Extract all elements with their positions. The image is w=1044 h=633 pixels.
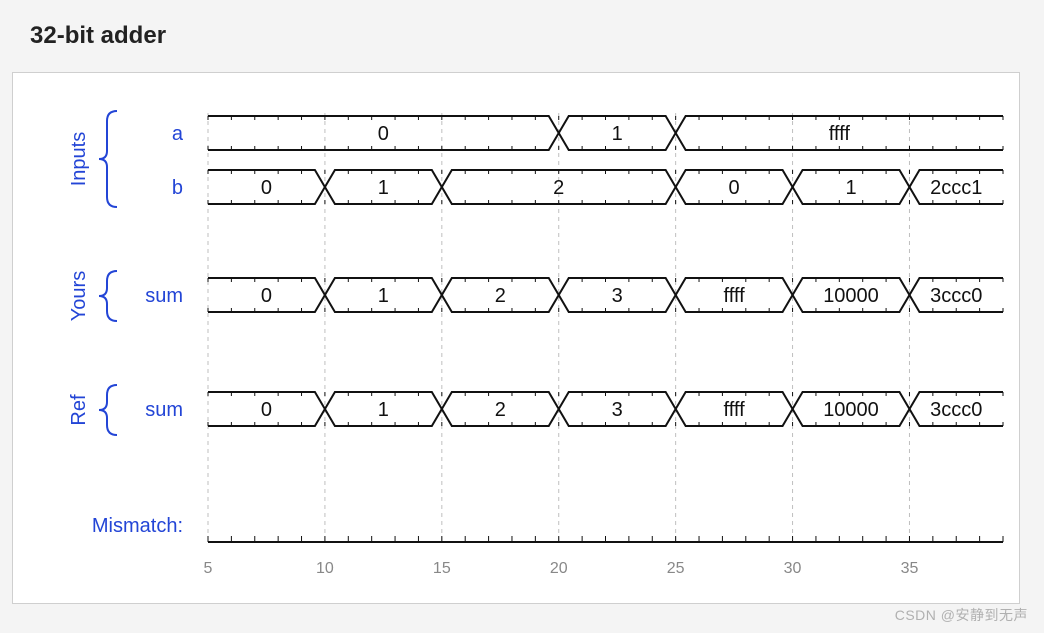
svg-text:15: 15 — [433, 560, 451, 577]
svg-text:25: 25 — [667, 560, 685, 577]
svg-text:2: 2 — [495, 399, 506, 421]
svg-text:2: 2 — [495, 285, 506, 307]
svg-text:35: 35 — [901, 560, 919, 577]
svg-text:3ccc0: 3ccc0 — [930, 399, 982, 421]
svg-text:1: 1 — [378, 399, 389, 421]
svg-text:10: 10 — [316, 560, 334, 577]
watermark-text: CSDN @安静到无声 — [895, 605, 1028, 625]
svg-text:sum: sum — [145, 285, 183, 307]
svg-text:0: 0 — [261, 177, 272, 199]
svg-text:20: 20 — [550, 560, 568, 577]
svg-text:sum: sum — [145, 399, 183, 421]
svg-text:0: 0 — [378, 123, 389, 145]
waveform-panel: 5101520253035InputsYoursRefa01ffffb01201… — [12, 72, 1020, 604]
svg-text:0: 0 — [261, 399, 272, 421]
svg-text:a: a — [172, 123, 184, 145]
svg-text:ffff: ffff — [724, 399, 746, 421]
svg-text:ffff: ffff — [724, 285, 746, 307]
svg-text:Ref: Ref — [68, 394, 90, 426]
svg-text:3: 3 — [612, 399, 623, 421]
svg-text:30: 30 — [784, 560, 802, 577]
svg-text:10000: 10000 — [823, 399, 879, 421]
svg-text:Mismatch:: Mismatch: — [92, 515, 183, 537]
svg-text:1: 1 — [378, 285, 389, 307]
page-root: 32-bit adder 5101520253035InputsYoursRef… — [0, 0, 1044, 633]
svg-text:2ccc1: 2ccc1 — [930, 177, 982, 199]
svg-text:1: 1 — [845, 177, 856, 199]
svg-text:0: 0 — [729, 177, 740, 199]
page-title: 32-bit adder — [30, 22, 166, 50]
svg-text:Inputs: Inputs — [68, 132, 90, 186]
svg-text:10000: 10000 — [823, 285, 879, 307]
svg-text:ffff: ffff — [829, 123, 851, 145]
waveform-svg: 5101520253035InputsYoursRefa01ffffb01201… — [13, 73, 1019, 603]
svg-text:3ccc0: 3ccc0 — [930, 285, 982, 307]
svg-text:2: 2 — [553, 177, 564, 199]
svg-text:5: 5 — [204, 560, 213, 577]
svg-text:Yours: Yours — [68, 271, 90, 321]
svg-text:3: 3 — [612, 285, 623, 307]
svg-text:b: b — [172, 177, 183, 199]
svg-text:1: 1 — [378, 177, 389, 199]
svg-text:1: 1 — [612, 123, 623, 145]
svg-text:0: 0 — [261, 285, 272, 307]
